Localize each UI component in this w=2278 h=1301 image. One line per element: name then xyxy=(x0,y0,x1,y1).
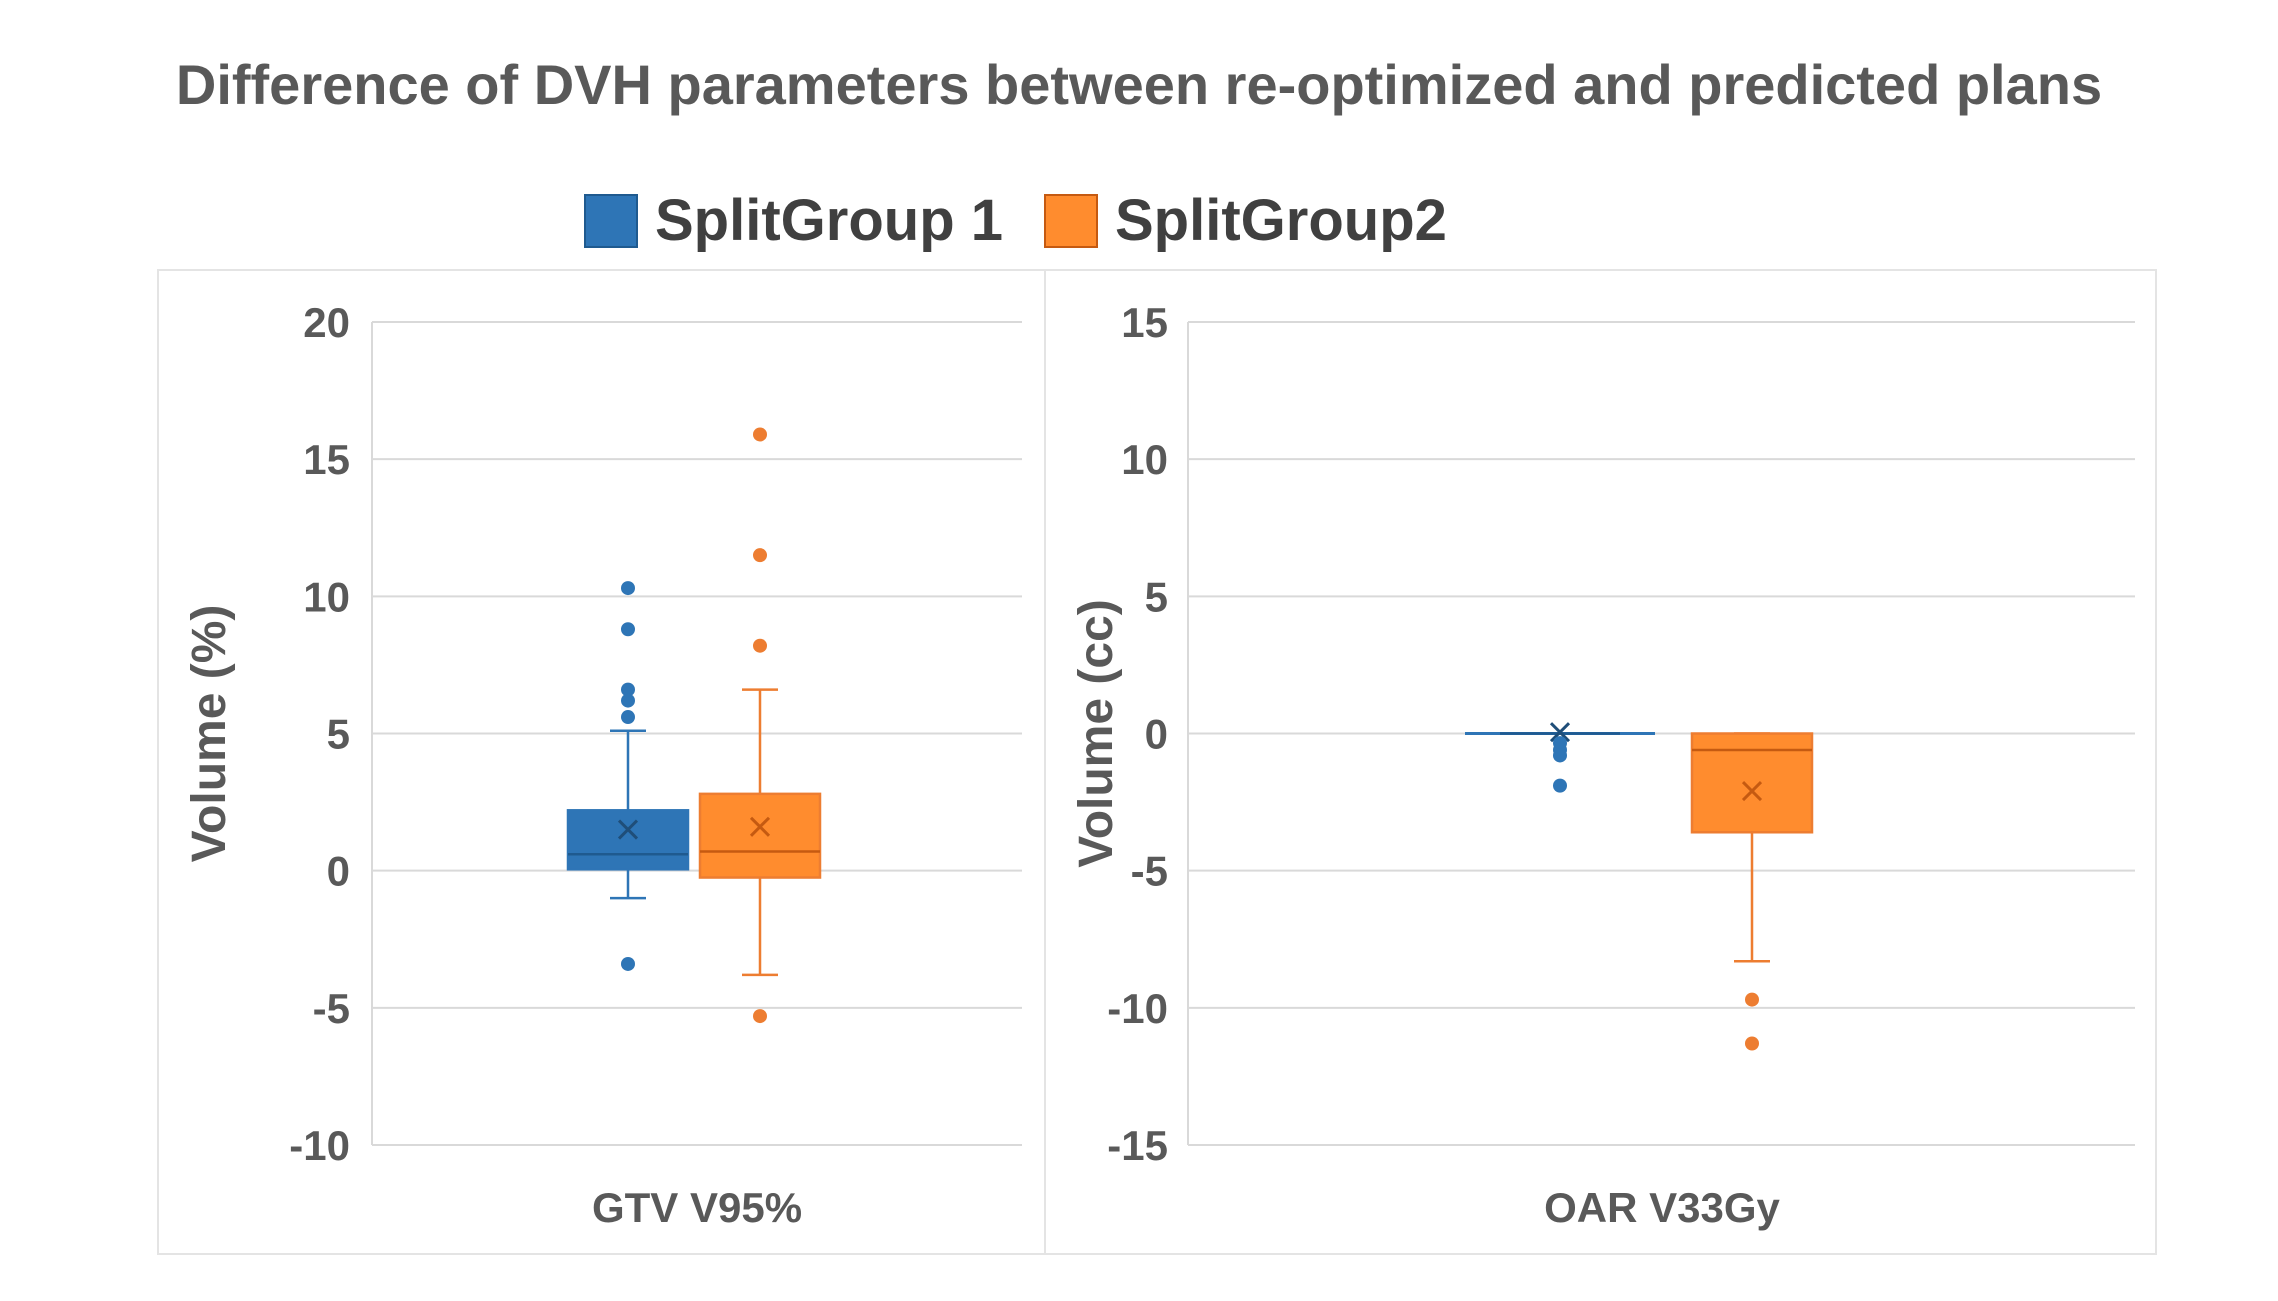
y-tick-label: 15 xyxy=(1121,299,1168,346)
chart-title: Difference of DVH parameters between re-… xyxy=(176,53,2102,116)
y-tick-label: 5 xyxy=(327,711,350,758)
series-2-mean-marker xyxy=(749,816,771,837)
series-1-outlier-point xyxy=(621,693,635,708)
y-tick-label: 0 xyxy=(327,848,350,895)
series-1-outlier-point xyxy=(1553,778,1567,793)
panel-oar-v33gy: 15 10 5 0 -5 -10 -15 Volume (cc) OAR V33Gy xyxy=(1070,299,2135,1231)
series-2-mean-marker xyxy=(1741,781,1763,802)
series-1-mean-marker xyxy=(1549,722,1571,743)
y-tick-label: -5 xyxy=(313,985,350,1032)
x-category-label: OAR V33Gy xyxy=(1544,1184,1780,1231)
series-1-outlier-point xyxy=(1553,748,1567,763)
chart-frame xyxy=(157,269,2157,1255)
legend-label-splitgroup2: SplitGroup2 xyxy=(1115,188,1447,253)
y-tick-label: -5 xyxy=(1131,848,1168,895)
y-tick-label: -10 xyxy=(289,1122,350,1169)
series-2-outlier-point xyxy=(753,1009,767,1024)
y-tick-label: 0 xyxy=(1145,711,1168,758)
series-2-box xyxy=(1690,732,1814,834)
series-1-outlier-point xyxy=(621,581,635,596)
series-2-outlier-point xyxy=(753,548,767,563)
series-1-outlier-point xyxy=(621,622,635,637)
series-1-box xyxy=(566,809,690,871)
series-1-outlier-point xyxy=(621,956,635,971)
y-tick-label: 5 xyxy=(1145,573,1168,620)
series-1-outlier-point xyxy=(621,710,635,725)
series-1-mean-marker xyxy=(617,819,639,840)
series-2-outlier-point xyxy=(1745,1036,1759,1051)
y-axis-label: Volume (%) xyxy=(183,605,236,863)
series-1-outlier-point xyxy=(621,682,635,697)
x-category-label: GTV V95% xyxy=(592,1184,802,1231)
series-2-box xyxy=(698,792,822,879)
series-2-outlier-point xyxy=(1745,992,1759,1007)
panel-gtv-v95: 20 15 10 5 0 -5 -10 Volume (%) GTV V95% xyxy=(183,299,1022,1231)
legend-swatch-splitgroup2 xyxy=(1044,194,1098,248)
y-tick-label: -15 xyxy=(1107,1122,1168,1169)
y-tick-label: 15 xyxy=(303,436,350,483)
legend-label-splitgroup-1: SplitGroup 1 xyxy=(655,188,1003,253)
legend: SplitGroup 1 SplitGroup2 xyxy=(584,188,1447,253)
legend-swatch-splitgroup-1 xyxy=(584,194,638,248)
y-tick-label: 10 xyxy=(303,573,350,620)
y-tick-label: 10 xyxy=(1121,436,1168,483)
y-axis-label: Volume (cc) xyxy=(1070,599,1123,868)
y-tick-label: -10 xyxy=(1107,985,1168,1032)
series-2-outlier-point xyxy=(753,427,767,442)
y-tick-label: 20 xyxy=(303,299,350,346)
series-2-outlier-point xyxy=(753,638,767,653)
